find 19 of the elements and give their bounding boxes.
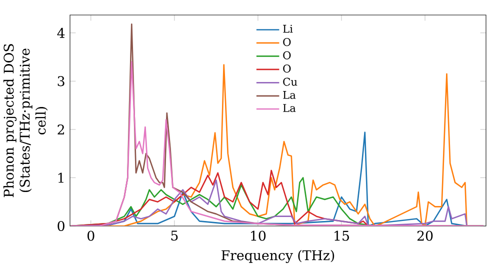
y-tick-label: 1	[58, 172, 64, 183]
x-tick-label: 0	[88, 230, 94, 241]
x-tick-label: 15	[334, 230, 349, 241]
x-tick-label: 10	[251, 230, 266, 241]
legend-label: Cu	[283, 78, 298, 86]
legend-label: La	[283, 91, 296, 99]
x-axis-title: Frequency (THz)	[222, 250, 334, 264]
y-tick-label: 2	[58, 124, 64, 134]
y-tick-label: 3	[58, 76, 64, 86]
y-tick-label: 4	[57, 28, 65, 38]
x-tick-label: 5	[171, 230, 178, 241]
legend-label: O	[283, 38, 291, 46]
x-tick-label: 20	[417, 230, 433, 241]
legend-label: La	[283, 104, 296, 112]
y-tick-label: 0	[58, 220, 64, 232]
y-axis-title: Phonon projected DOS (States/THz·primitive cell)	[3, 44, 48, 198]
legend-label: O	[283, 51, 291, 60]
legend-label: O	[283, 64, 291, 73]
legend-label: Li	[283, 24, 293, 33]
